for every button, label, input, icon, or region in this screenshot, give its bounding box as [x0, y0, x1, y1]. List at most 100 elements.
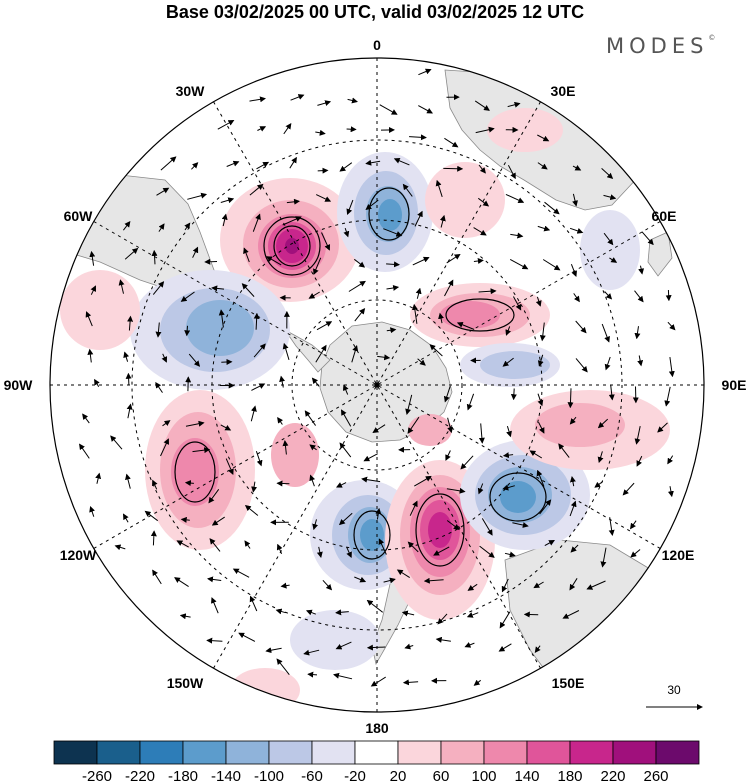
wind-arrow [510, 232, 524, 239]
wind-arrow [477, 483, 484, 495]
wind-arrow [255, 451, 263, 467]
wind-arrow [218, 309, 225, 328]
longitude-labels: 0 30E 60E 90E 120E 150E 180 150W 120W 90… [4, 37, 747, 736]
wind-arrow [316, 546, 323, 558]
colorbar-swatch [526, 740, 571, 765]
wind-arrow [512, 522, 529, 528]
colorbar-tick-label: -180 [168, 768, 198, 783]
wind-arrow [505, 326, 512, 336]
wind-arrow [256, 161, 270, 170]
wind-arrow [665, 289, 672, 302]
wind-arrow [161, 353, 168, 363]
wind-arrow [253, 312, 260, 330]
wind-arrow [414, 475, 432, 487]
wind-arrow [303, 649, 320, 656]
colorbar-tick-label: 220 [600, 768, 625, 783]
wind-arrow [402, 679, 419, 686]
wind-arrow [445, 450, 451, 461]
wind-arrow [286, 198, 300, 205]
wind-arrow [383, 577, 396, 584]
colorbar-swatch [53, 740, 98, 765]
lon-label-120e: 120E [662, 547, 695, 563]
wind-arrow [232, 568, 250, 578]
lon-label-150w: 150W [167, 675, 204, 691]
wind-arrow [466, 393, 475, 411]
wind-arrow [609, 257, 618, 263]
wind-arrow [316, 321, 333, 331]
wind-arrow [339, 442, 352, 458]
wind-arrow [125, 473, 131, 489]
colorbar-tick-label: 60 [433, 768, 450, 783]
wind-arrow [244, 504, 259, 516]
wind-arrow [370, 676, 386, 687]
wind-arrow [603, 232, 614, 246]
lon-label-60e: 60E [652, 208, 677, 224]
wind-arrow [315, 194, 332, 202]
wind-arrow [634, 425, 641, 445]
wind-arrow [187, 192, 208, 200]
wind-arrow [241, 283, 255, 297]
wind-arrow [124, 247, 139, 260]
wind-arrow [180, 516, 190, 523]
lon-label-120w: 120W [60, 547, 97, 563]
wind-arrow [220, 424, 232, 431]
wind-arrow [365, 199, 379, 211]
wind-arrow [439, 214, 446, 228]
wind-arrow [539, 322, 546, 342]
wind-arrow [252, 213, 261, 232]
wind-arrow [409, 134, 427, 141]
wind-arrow [637, 355, 644, 367]
wind-arrow [238, 632, 256, 642]
wind-arrow [534, 645, 541, 654]
wind-arrow [309, 444, 317, 451]
wind-arrow [123, 351, 130, 362]
wind-arrow [498, 643, 512, 652]
wind-arrow [89, 250, 96, 266]
wind-arrow [386, 327, 397, 334]
wind-arrow [393, 157, 410, 166]
wind-arrow [125, 372, 132, 386]
colorbar-swatch [354, 740, 399, 765]
colorbar: -260 -220 -180 -140 -100 -60 -20 20 60 100 140 180 2… [53, 740, 700, 783]
wind-arrow [533, 581, 544, 589]
wind-arrow [225, 458, 234, 476]
wind-arrow [354, 576, 367, 583]
wind-arrow [544, 540, 555, 547]
wind-arrow [481, 518, 493, 536]
wind-arrow [151, 249, 158, 265]
wind-arrow [307, 671, 318, 678]
colorbar-tick-label: -100 [254, 768, 284, 783]
wind-arrow [363, 453, 378, 462]
wind-arrow [144, 510, 159, 522]
wind-arrow [501, 578, 509, 593]
colorbar-tick-label: 260 [643, 768, 668, 783]
wind-arrow [266, 256, 282, 266]
wind-arrow [414, 210, 423, 227]
colorbar-tick-label: -260 [82, 768, 112, 783]
wind-arrow [343, 227, 350, 238]
wind-arrow [636, 455, 643, 467]
wind-arrow [87, 348, 94, 363]
wind-arrow [506, 425, 512, 438]
wind-arrow [603, 194, 617, 201]
wind-arrow [467, 583, 478, 591]
wind-arrow [586, 580, 606, 590]
colorbar-swatch [139, 740, 184, 765]
wind-arrow [249, 595, 258, 612]
lon-label-60w: 60W [64, 208, 94, 224]
wind-arrow [664, 386, 671, 407]
wind-arrow [604, 356, 611, 371]
colorbar-swatch [655, 740, 700, 765]
wind-arrow [279, 375, 286, 388]
colorbar-swatch [397, 740, 442, 765]
wind-arrow [110, 435, 123, 450]
wind-arrow [604, 291, 613, 300]
wind-arrow [249, 183, 264, 196]
wind-arrow [155, 322, 162, 338]
wind-arrow [478, 164, 486, 174]
wind-arrow [569, 578, 578, 591]
wind-arrow [539, 499, 552, 515]
wind-arrow [377, 354, 391, 361]
wind-arrow [221, 213, 228, 227]
